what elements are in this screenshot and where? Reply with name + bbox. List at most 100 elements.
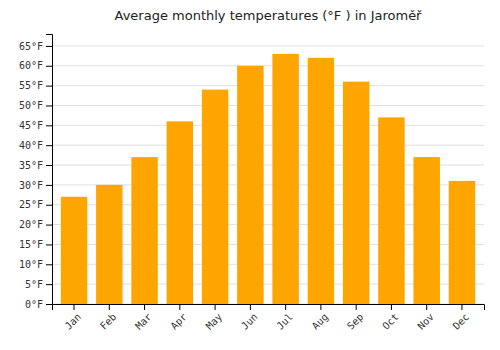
- y-tick: 25°F: [19, 199, 52, 210]
- chart-svg: 0°F 5°F 10°F 15°F 20°F 25°F 30°F 35°F 40°F 45°F 50…: [0, 0, 500, 350]
- y-tick: 50°F: [19, 100, 52, 111]
- x-axis-line: [53, 305, 485, 311]
- y-tick-mark: [46, 145, 52, 146]
- x-tick: Jul: [274, 304, 295, 332]
- x-tick-mark: [179, 304, 180, 310]
- x-tick-label: Aug: [310, 311, 331, 332]
- x-tick-mark: [215, 304, 216, 310]
- y-tick-label: 25°F: [19, 199, 43, 210]
- x-tick: Dec: [451, 304, 472, 332]
- bar: [343, 82, 369, 304]
- x-tick-label: Jul: [274, 311, 295, 332]
- bar: [378, 117, 404, 304]
- x-tick: Jun: [239, 304, 260, 332]
- y-tick-label: 45°F: [19, 120, 43, 131]
- bar: [237, 66, 263, 304]
- x-tick: Jan: [63, 304, 84, 332]
- bar: [96, 185, 122, 304]
- y-tick: 10°F: [19, 259, 52, 270]
- grid-line: [52, 105, 484, 106]
- bar: [202, 90, 228, 304]
- y-tick-mark: [46, 165, 52, 166]
- y-tick-label: 20°F: [19, 219, 43, 230]
- y-tick-mark: [46, 264, 52, 265]
- y-tick-mark: [46, 225, 52, 226]
- x-tick-label: Mar: [133, 311, 154, 332]
- x-tick: Aug: [310, 304, 331, 332]
- grid-line: [52, 65, 484, 66]
- y-axis: 0°F 5°F 10°F 15°F 20°F 25°F 30°F 35°F 40°F 45°F 50…: [19, 35, 53, 310]
- x-tick-label: Dec: [451, 311, 472, 332]
- y-tick-label: 60°F: [19, 60, 43, 71]
- x-tick-label: Jun: [239, 311, 260, 332]
- bar: [413, 157, 439, 304]
- y-tick-mark: [46, 284, 52, 285]
- y-tick-label: 35°F: [19, 160, 43, 171]
- y-tick-mark: [46, 105, 52, 106]
- bar: [167, 121, 193, 304]
- y-tick: 60°F: [19, 60, 52, 71]
- chart-container: 0°F 5°F 10°F 15°F 20°F 25°F 30°F 35°F 40°F 45°F 50…: [0, 0, 500, 350]
- y-tick-label: 65°F: [19, 41, 43, 52]
- y-tick-label: 5°F: [25, 279, 43, 290]
- x-tick-mark: [391, 304, 392, 310]
- y-tick-mark: [46, 86, 52, 87]
- x-tick: Nov: [415, 304, 436, 332]
- x-axis: Jan Feb Mar Apr May Jun Jul Aug Sep Oct Nov Dec: [53, 304, 485, 332]
- x-tick-mark: [74, 304, 75, 310]
- x-tick-mark: [461, 304, 462, 310]
- x-tick: Apr: [168, 304, 189, 332]
- bar: [131, 157, 157, 304]
- y-tick-label: 10°F: [19, 259, 43, 270]
- x-tick: Sep: [345, 304, 366, 332]
- x-tick-mark: [426, 304, 427, 310]
- grid: [52, 46, 484, 304]
- grid-line: [52, 45, 484, 46]
- grid-line: [52, 125, 484, 126]
- y-tick: 45°F: [19, 120, 52, 131]
- x-tick-label: May: [204, 311, 225, 332]
- y-tick-label: 40°F: [19, 140, 43, 151]
- y-tick: 5°F: [25, 279, 52, 290]
- y-axis-line: [46, 35, 53, 305]
- y-tick: 35°F: [19, 160, 52, 171]
- x-tick-label: Apr: [168, 311, 189, 332]
- y-tick: 20°F: [19, 219, 52, 230]
- y-tick: 15°F: [19, 239, 52, 250]
- y-tick: 55°F: [19, 80, 52, 91]
- y-tick: 30°F: [19, 180, 52, 191]
- bar: [308, 58, 334, 304]
- y-tick-label: 55°F: [19, 80, 43, 91]
- grid-line: [52, 145, 484, 146]
- bar: [449, 181, 475, 304]
- x-tick: Mar: [133, 304, 154, 332]
- plot-area: 0°F 5°F 10°F 15°F 20°F 25°F 30°F 35°F 40°F 45°F 50…: [19, 35, 485, 332]
- x-tick-label: Feb: [98, 311, 119, 332]
- x-tick-label: Nov: [415, 311, 436, 332]
- y-tick-mark: [46, 304, 52, 305]
- x-tick-mark: [285, 304, 286, 310]
- bar: [272, 54, 298, 304]
- grid-line: [52, 85, 484, 86]
- x-tick-label: Sep: [345, 311, 366, 332]
- x-tick-label: Oct: [380, 311, 401, 332]
- y-tick-mark: [46, 244, 52, 245]
- y-tick-label: 50°F: [19, 100, 43, 111]
- y-tick: 65°F: [19, 41, 52, 52]
- y-tick: 0°F: [25, 299, 52, 310]
- y-tick-mark: [46, 205, 52, 206]
- y-tick-label: 30°F: [19, 180, 43, 191]
- x-tick: Feb: [98, 304, 119, 332]
- title: Average monthly temperatures (°F ) in Ja…: [115, 8, 423, 23]
- y-tick-label: 0°F: [25, 299, 43, 310]
- x-tick-mark: [250, 304, 251, 310]
- x-tick-label: Jan: [63, 311, 84, 332]
- y-tick-mark: [46, 125, 52, 126]
- y-tick-mark: [46, 46, 52, 47]
- bars: [61, 54, 475, 304]
- x-tick: Oct: [380, 304, 401, 332]
- bar: [61, 197, 87, 304]
- x-tick-mark: [109, 304, 110, 310]
- x-tick-mark: [320, 304, 321, 310]
- y-tick: 40°F: [19, 140, 52, 151]
